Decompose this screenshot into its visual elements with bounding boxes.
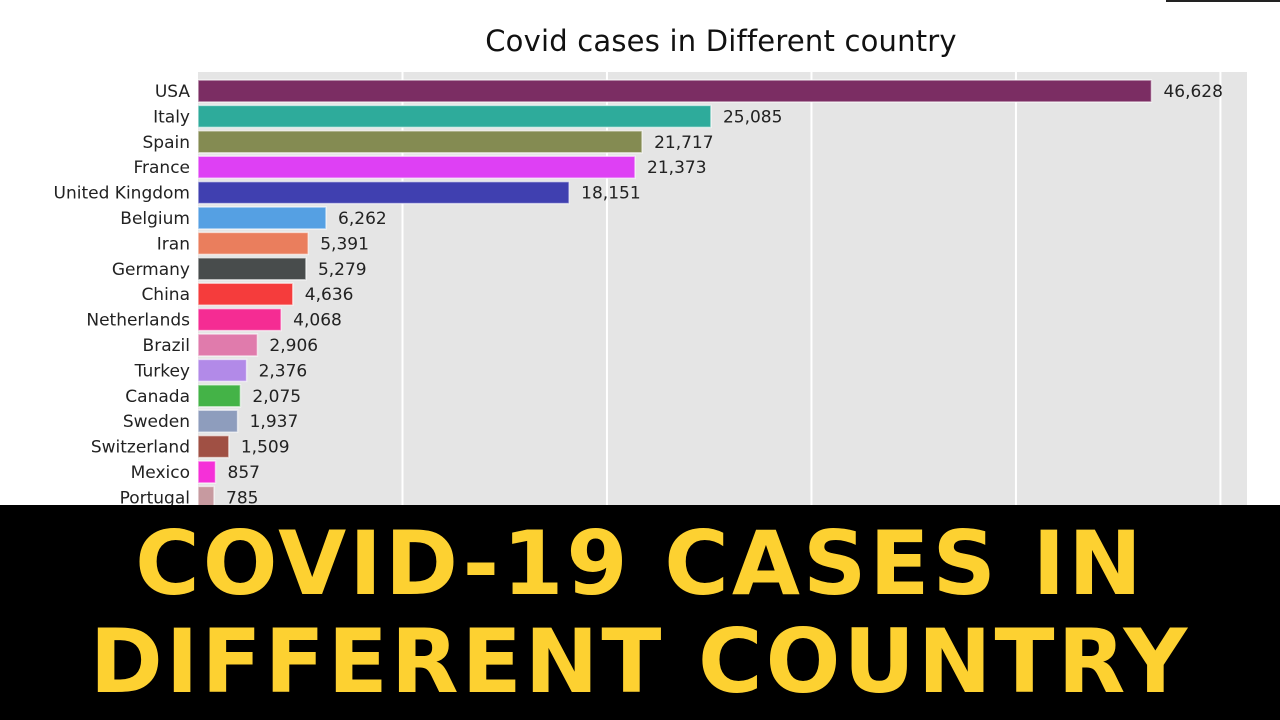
value-label-switzerland: 1,509 [241,438,290,458]
value-label-portugal: 785 [226,488,258,508]
value-label-italy: 25,085 [723,107,782,127]
category-label-germany: Germany [112,260,190,280]
bar-usa [197,79,1153,103]
value-labels: 46,628 25,085 21,717 21,373 18,151 6,262 5,391… [226,82,1223,508]
bar-belgium [197,206,327,230]
bar-germany [197,257,307,281]
value-label-united-kingdom: 18,151 [581,184,640,204]
value-label-usa: 46,628 [1163,82,1222,102]
value-label-canada: 2,075 [252,387,301,407]
category-labels: USA Italy Spain France United Kingdom Belgium… [54,82,191,508]
value-label-china: 4,636 [305,285,354,305]
value-label-turkey: 2,376 [259,361,308,381]
banner-line-1: COVID-19 CASES IN [135,511,1145,615]
category-label-portugal: Portugal [120,488,190,508]
category-label-brazil: Brazil [143,336,190,356]
value-label-iran: 5,391 [320,234,369,254]
value-label-mexico: 857 [228,463,260,483]
bar-brazil [197,333,259,357]
category-label-netherlands: Netherlands [86,311,190,331]
bar-italy [197,104,712,129]
value-label-belgium: 6,262 [338,209,387,229]
title-banner: COVID-19 CASES IN DIFFERENT COUNTRY [0,505,1280,720]
category-label-usa: USA [155,82,191,102]
category-label-spain: Spain [143,133,191,153]
category-label-turkey: Turkey [134,361,190,381]
category-label-switzerland: Switzerland [91,438,190,458]
category-label-canada: Canada [125,387,190,407]
bar-netherlands [197,307,282,332]
value-label-france: 21,373 [647,158,706,178]
bar-mexico [197,460,217,484]
bar-united-kingdom [197,180,570,205]
value-label-spain: 21,717 [654,133,713,153]
bar-china [197,282,294,306]
category-label-sweden: Sweden [123,412,190,432]
value-label-germany: 5,279 [318,260,367,280]
category-label-france: France [133,158,190,178]
chart-title: Covid cases in Different country [485,24,957,58]
category-label-iran: Iran [157,234,190,254]
category-label-united-kingdom: United Kingdom [54,184,190,204]
bar-canada [197,384,242,408]
category-label-china: China [141,285,190,305]
bar-switzerland [197,434,230,459]
category-label-belgium: Belgium [120,209,190,229]
bar-iran [197,231,309,256]
value-label-sweden: 1,937 [250,412,299,432]
bar-sweden [197,409,239,433]
top-divider-line [1166,0,1280,2]
bar-spain [197,130,643,154]
category-label-mexico: Mexico [131,463,190,483]
value-label-brazil: 2,906 [269,336,318,356]
category-label-italy: Italy [153,107,190,127]
bars [197,79,1153,510]
banner-line-2: DIFFERENT COUNTRY [89,609,1191,713]
bar-france [197,155,636,179]
value-label-netherlands: 4,068 [293,311,342,331]
bar-turkey [197,358,248,383]
